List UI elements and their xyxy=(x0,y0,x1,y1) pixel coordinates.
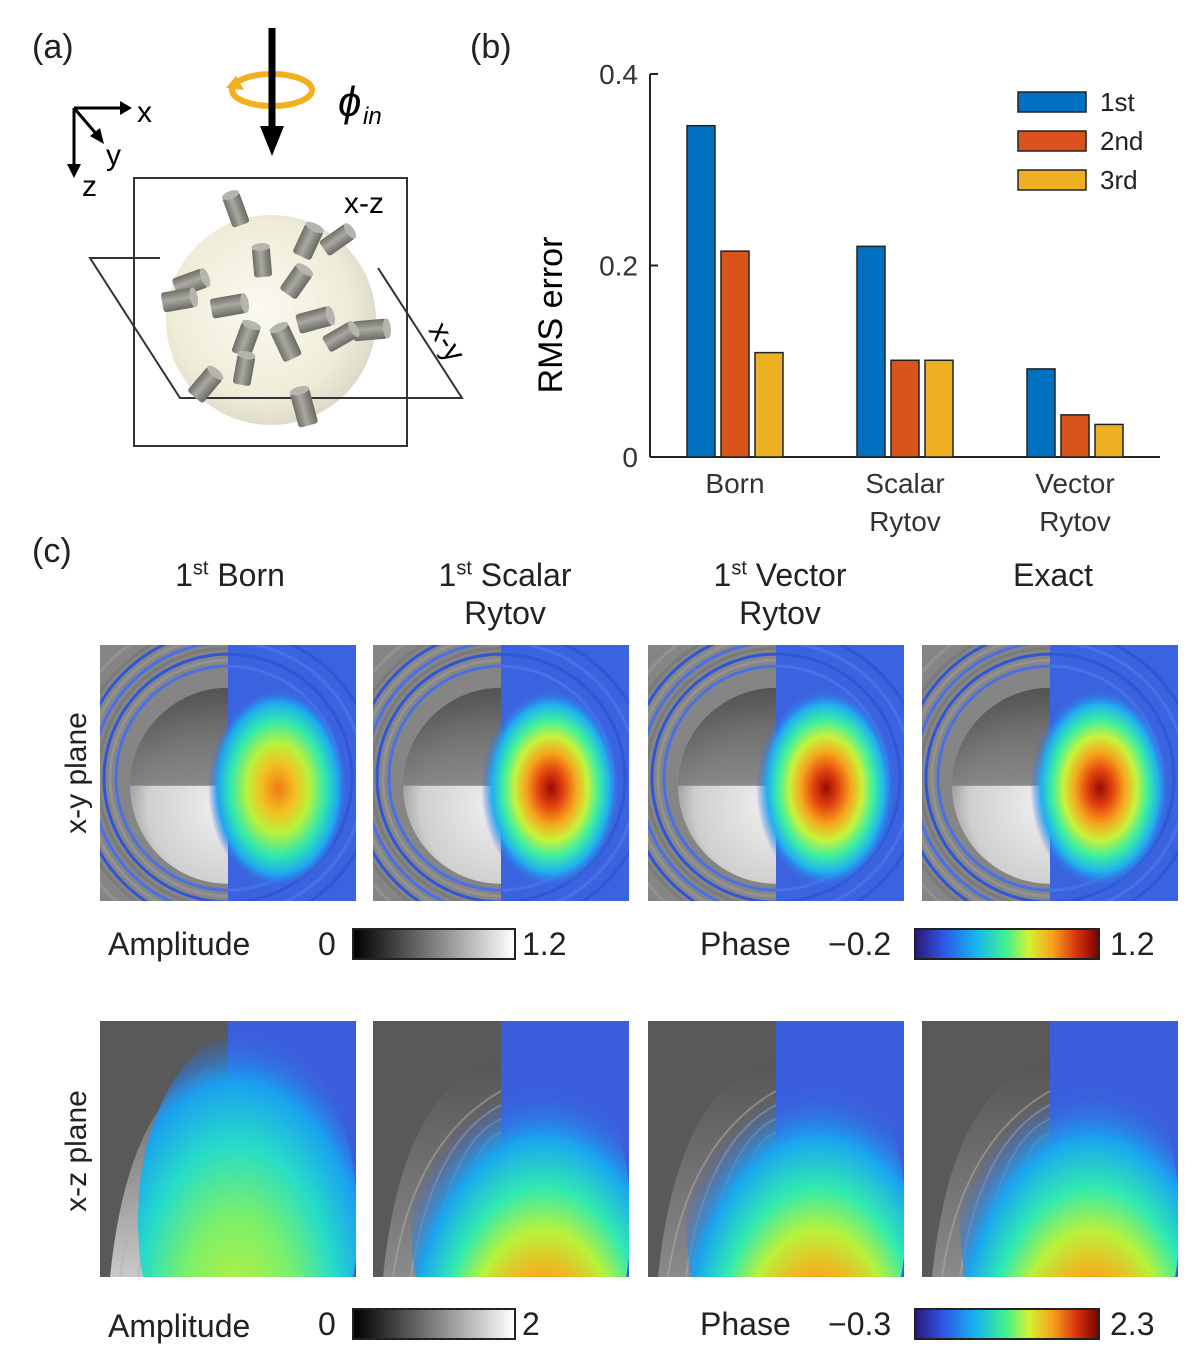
column-title: Exact xyxy=(1012,557,1094,593)
incident-arrow xyxy=(226,28,315,156)
xy-map xyxy=(922,645,1178,901)
y-tick-label: 0.4 xyxy=(599,59,638,90)
xz-map xyxy=(648,1021,904,1277)
bar xyxy=(1094,423,1124,458)
bar xyxy=(1060,414,1090,458)
xz-map xyxy=(922,1021,1178,1277)
panel-label-b: (b) xyxy=(470,28,512,66)
xz-amplitude-colorbar xyxy=(352,1308,516,1340)
legend-swatch xyxy=(1017,130,1087,152)
panel-label-c: (c) xyxy=(32,532,72,570)
xy-map xyxy=(100,645,356,901)
xz-amplitude-max: 2 xyxy=(522,1306,540,1342)
bar xyxy=(856,245,886,458)
bar xyxy=(890,359,920,458)
xz-map xyxy=(100,1021,356,1277)
cylinders xyxy=(160,190,392,428)
legend-label: 3rd xyxy=(1100,165,1138,195)
schematic-diagram: x y z x-z x-y ϕ in xyxy=(67,28,471,447)
xy-map xyxy=(373,645,629,901)
phase-blob xyxy=(960,1030,1178,1277)
column-title: 1st Born xyxy=(175,557,285,593)
phi-subscript: in xyxy=(363,103,382,130)
bar xyxy=(686,124,716,458)
axis-y-label: y xyxy=(106,139,121,172)
y-axis-label: RMS error xyxy=(532,237,570,394)
coordinate-axes xyxy=(67,101,132,178)
xz-phase-label: Phase xyxy=(700,1306,791,1342)
legend-swatch xyxy=(1017,169,1087,191)
legend-label: 1st xyxy=(1100,87,1135,117)
xz-plane-label: x-z xyxy=(344,187,384,220)
xz-amplitude-label: Amplitude xyxy=(108,1308,251,1344)
xy-amplitude-colorbar xyxy=(352,928,516,960)
x-tick-label: Vector xyxy=(1035,468,1114,499)
column-title: 1st Vector Rytov xyxy=(713,557,847,632)
y-tick-label: 0 xyxy=(622,442,638,473)
phase-blob xyxy=(138,1030,356,1277)
bar xyxy=(1026,368,1056,458)
xz-phase-min: −0.3 xyxy=(828,1306,892,1342)
xz-phase-max: 2.3 xyxy=(1110,1306,1155,1342)
y-tick-label: 0.2 xyxy=(599,251,638,282)
bar xyxy=(924,359,954,458)
xy-phase-colorbar xyxy=(914,928,1100,960)
x-tick-label: Scalar xyxy=(865,468,944,499)
panel-label-a: (a) xyxy=(32,28,74,66)
rms-error-bar-chart: RMS error 0 0.2 0.4 Born Scalar Rytov Vector Ry… xyxy=(532,59,1160,537)
xz-map xyxy=(373,1021,629,1277)
xy-plane xyxy=(88,257,464,399)
x-tick-label: Born xyxy=(705,468,764,499)
axis-x-label: x xyxy=(137,96,152,129)
xy-phase-min: −0.2 xyxy=(828,926,892,962)
xy-phase-label: Phase xyxy=(700,926,791,962)
xz-phase-colorbar xyxy=(914,1308,1100,1340)
legend-swatch xyxy=(1017,91,1087,113)
legend: 1st 2nd 3rd xyxy=(1017,87,1143,195)
phase-blob xyxy=(481,688,621,889)
xy-amplitude-label: Amplitude xyxy=(108,926,251,962)
xy-amplitude-min: 0 xyxy=(318,926,336,962)
xy-amplitude-max: 1.2 xyxy=(522,926,567,962)
x-tick-label: Rytov xyxy=(1039,506,1111,537)
phase-blob xyxy=(756,688,896,889)
plot-area: 0 0.2 0.4 Born Scalar Rytov Vector Rytov 1st 2nd 3… xyxy=(599,59,1160,537)
bar xyxy=(754,351,784,458)
legend-label: 2nd xyxy=(1100,126,1143,156)
xy-phase-max: 1.2 xyxy=(1110,926,1155,962)
column-title: 1st Scalar Rytov xyxy=(438,557,572,632)
phase-blob xyxy=(686,1030,904,1277)
phase-blob xyxy=(1030,688,1170,889)
phi-symbol: ϕ xyxy=(338,78,361,125)
x-tick-label: Rytov xyxy=(869,506,941,537)
xz-amplitude-min: 0 xyxy=(318,1306,336,1342)
phase-blob xyxy=(411,1030,629,1277)
phase-blob xyxy=(208,688,348,889)
bar xyxy=(720,250,750,458)
axis-z-label: z xyxy=(82,170,97,203)
xy-map xyxy=(648,645,904,901)
